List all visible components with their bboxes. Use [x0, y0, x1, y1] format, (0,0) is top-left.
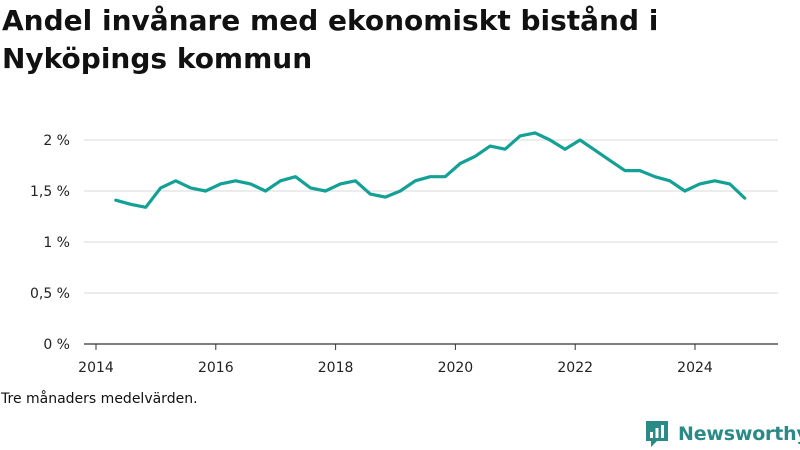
chart-note: Tre månaders medelvärden.: [1, 391, 198, 407]
brand-name: Newsworthy: [678, 423, 800, 445]
x-tick-label: 2020: [438, 360, 474, 376]
y-tick-labels: 0 % 0,5 % 1 % 1,5 % 2 %: [30, 133, 70, 353]
chart-title: Andel invånare med ekonomiskt bistånd i …: [2, 4, 659, 75]
x-tick-label: 2016: [198, 360, 234, 376]
x-tick-labels: 2014 2016 2018 2020 2022 2024: [78, 360, 713, 376]
x-tick-label: 2024: [677, 360, 713, 376]
x-tick-label: 2022: [557, 360, 593, 376]
series-line: [114, 131, 747, 209]
y-tick-label: 0 %: [43, 337, 70, 353]
axes: [84, 343, 778, 350]
y-tick-label: 0,5 %: [30, 286, 70, 302]
series-layer: [114, 131, 747, 209]
x-tick-label: 2014: [78, 360, 114, 376]
y-tick-label: 1,5 %: [30, 184, 70, 200]
brand: Newsworthy: [644, 419, 800, 449]
newsworthy-logo-icon: [646, 421, 668, 447]
y-tick-label: 2 %: [43, 133, 70, 149]
x-tick-label: 2018: [318, 360, 354, 376]
gridlines: [84, 139, 778, 294]
y-tick-label: 1 %: [43, 235, 70, 251]
